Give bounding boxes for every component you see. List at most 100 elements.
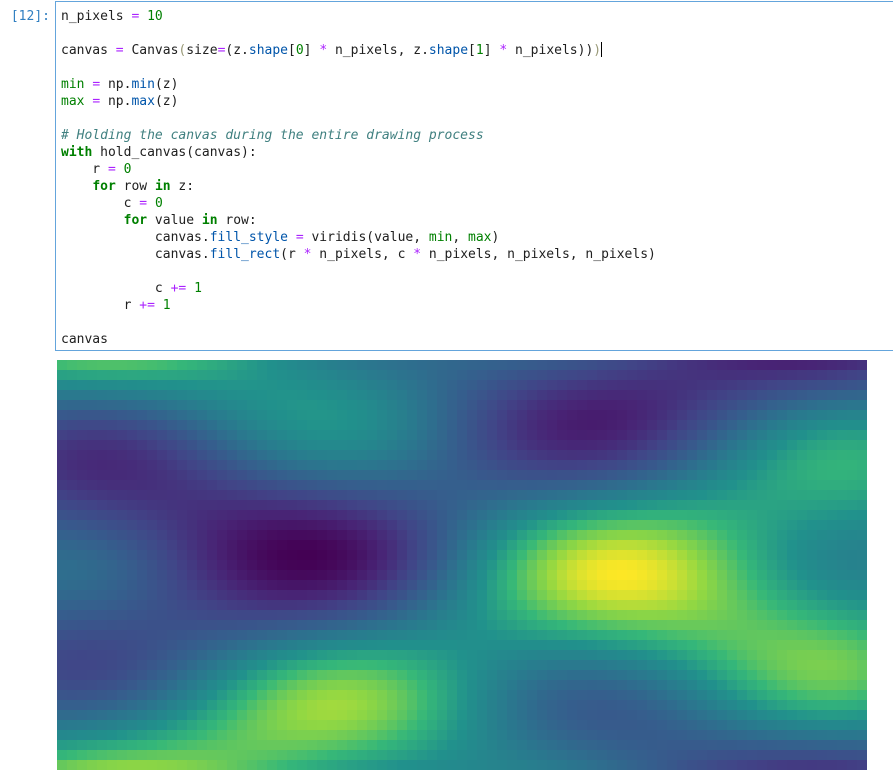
heatmap-cell [567,420,578,431]
heatmap-cell [367,680,378,691]
code-token: in [154,179,171,194]
heatmap-cell [447,610,458,621]
heatmap-cell [167,690,178,701]
heatmap-cell [597,600,608,611]
heatmap-cell [767,680,778,691]
heatmap-cell [337,700,348,711]
heatmap-cell [737,430,748,441]
heatmap-cell [547,400,558,411]
code-cell-editor[interactable]: n_pixels = 10​canvas = Canvas(size=(z.sh… [55,1,893,351]
heatmap-cell [487,710,498,721]
heatmap-cell [97,460,108,471]
heatmap-cell [587,710,598,721]
heatmap-cell [57,510,68,521]
heatmap-cell [407,610,418,621]
heatmap-cell [687,680,698,691]
heatmap-cell [537,450,548,461]
heatmap-cell [397,510,408,521]
heatmap-cell [147,410,158,421]
heatmap-cell [547,500,558,511]
heatmap-cell [177,620,188,631]
code-token: for [123,213,148,228]
heatmap-cell [227,760,238,770]
heatmap-cell [777,500,788,511]
heatmap-cell [137,540,148,551]
heatmap-cell [367,420,378,431]
heatmap-cell [427,530,438,541]
heatmap-cell [257,650,268,661]
heatmap-cell [527,610,538,621]
heatmap-cell [307,460,318,471]
heatmap-cell [317,640,328,651]
heatmap-cell [437,390,448,401]
heatmap-cell [227,510,238,521]
heatmap-cell [177,570,188,581]
heatmap-cell [537,550,548,561]
heatmap-cell [327,710,338,721]
heatmap-cell [387,600,398,611]
heatmap-cell [297,440,308,451]
heatmap-cell [797,710,808,721]
heatmap-cell [207,410,218,421]
heatmap-cell [207,750,218,761]
heatmap-cell [347,360,358,371]
heatmap-cell [807,730,818,741]
heatmap-cell [147,620,158,631]
heatmap-cell [67,440,78,451]
heatmap-cell [87,380,98,391]
heatmap-cell [287,560,298,571]
heatmap-cell [437,570,448,581]
heatmap-cell [397,420,408,431]
heatmap-cell [767,630,778,641]
heatmap-cell [777,440,788,451]
heatmap-cell [417,680,428,691]
heatmap-cell [737,360,748,371]
heatmap-cell [217,680,228,691]
heatmap-cell [317,390,328,401]
heatmap-cell [497,600,508,611]
heatmap-cell [657,520,668,531]
heatmap-cell [527,730,538,741]
heatmap-cell [717,470,728,481]
heatmap-cell [57,400,68,411]
heatmap-cell [127,450,138,461]
heatmap-cell [277,750,288,761]
heatmap-cell [577,510,588,521]
heatmap-cell [497,590,508,601]
heatmap-cell [417,560,428,571]
heatmap-cell [427,490,438,501]
heatmap-cell [167,680,178,691]
heatmap-cell [227,680,238,691]
heatmap-cell [447,430,458,441]
heatmap-cell [257,680,268,691]
heatmap-cell [77,440,88,451]
code-token: size [186,43,218,58]
heatmap-cell [207,640,218,651]
heatmap-cell [187,660,198,671]
heatmap-cell [247,470,258,481]
heatmap-cell [87,520,98,531]
heatmap-cell [847,650,858,661]
heatmap-cell [807,690,818,701]
heatmap-cell [307,670,318,681]
heatmap-cell [257,440,268,451]
heatmap-cell [67,410,78,421]
heatmap-cell [447,380,458,391]
heatmap-cell [327,670,338,681]
heatmap-cell [657,600,668,611]
heatmap-cell [137,650,148,661]
heatmap-cell [527,430,538,441]
heatmap-cell [837,610,848,621]
heatmap-cell [487,720,498,731]
heatmap-cell [287,680,298,691]
heatmap-cell [617,720,628,731]
heatmap-cell [477,450,488,461]
heatmap-cell [697,620,708,631]
heatmap-cell [257,550,268,561]
heatmap-cell [167,480,178,491]
heatmap-cell [737,450,748,461]
heatmap-cell [317,440,328,451]
heatmap-cell [667,440,678,451]
heatmap-cell [587,640,598,651]
heatmap-cell [847,570,858,581]
